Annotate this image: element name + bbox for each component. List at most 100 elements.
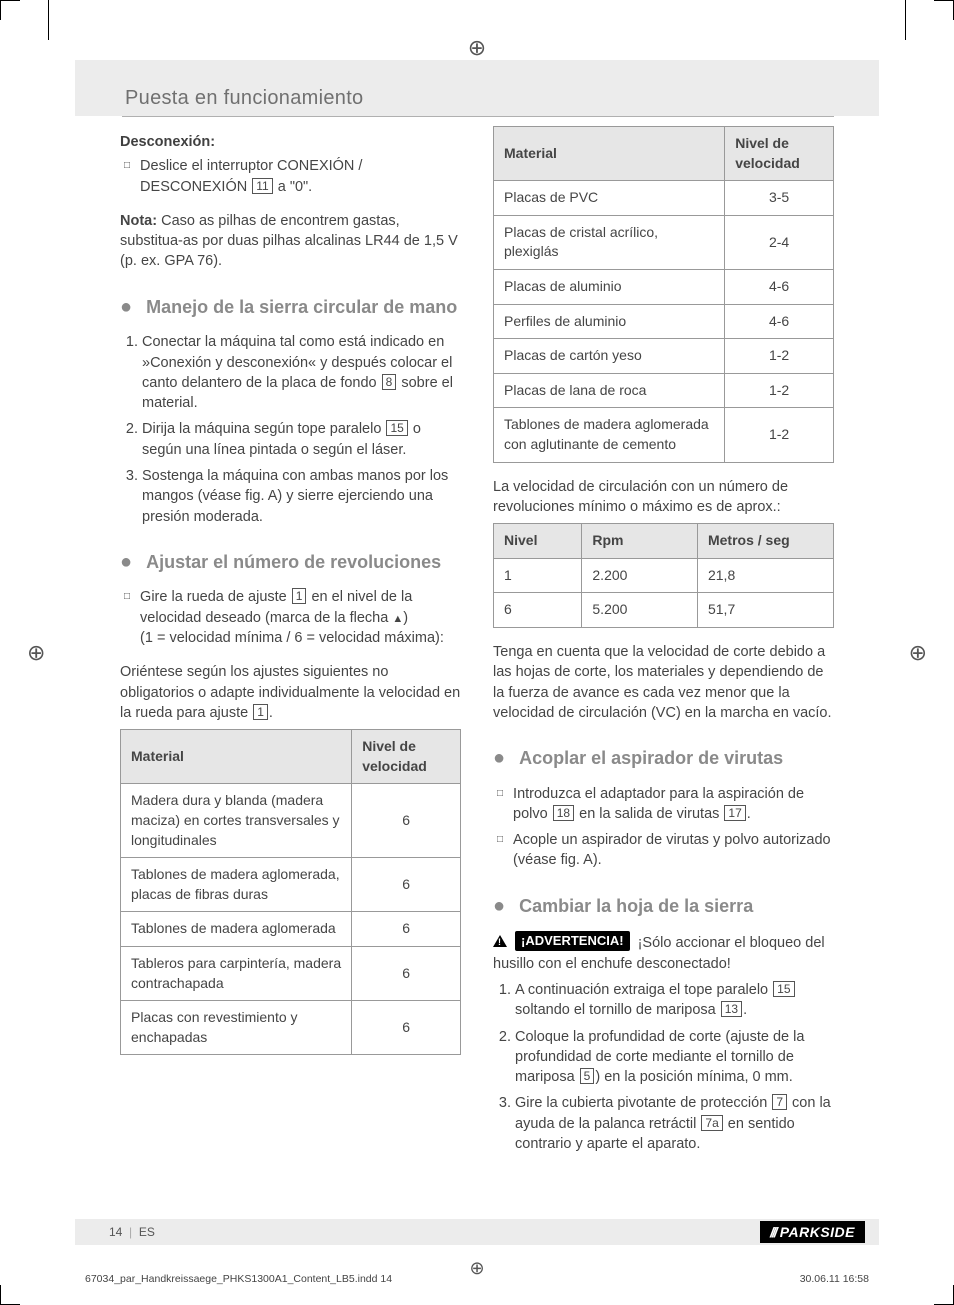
numbered-steps: A continuación extraiga el tope paralelo…: [493, 980, 834, 1154]
crop-mark: [934, 1285, 954, 1305]
left-column: Desconexión: □ Deslice el interruptor CO…: [120, 132, 461, 1215]
table-row: Tablones de madera aglomerada con agluti…: [494, 408, 834, 462]
table-cell: Placas de cristal acrílico, plexiglás: [494, 215, 725, 269]
table-row: Placas de aluminio4-6: [494, 269, 834, 304]
body-text: Introduzca el adaptador para la aspiraci…: [513, 784, 834, 825]
table-cell: Tablones de madera aglomerada: [121, 912, 352, 947]
table-header: Rpm: [582, 524, 698, 559]
body-text: Tenga en cuenta que la velocidad de cort…: [493, 642, 834, 723]
page-header: Puesta en funcionamiento: [75, 60, 879, 116]
section-heading: ● Cambiar la hoja de la sierra: [493, 895, 834, 918]
numbered-steps: Conectar la máquina tal como está indica…: [120, 332, 461, 527]
warning-label: ¡ADVERTENCIA!: [515, 931, 630, 951]
table-cell: 1-2: [725, 408, 834, 462]
page-content: Desconexión: □ Deslice el interruptor CO…: [120, 132, 834, 1215]
table-cell: Placas de PVC: [494, 181, 725, 216]
table-cell: 21,8: [697, 558, 833, 593]
rpm-speed-table: Nivel Rpm Metros / seg 12.20021,865.2005…: [493, 523, 834, 628]
table-header: Nivel: [494, 524, 582, 559]
table-row: Placas con revestimiento y enchapadas6: [121, 1001, 461, 1055]
table-header: Nivel de velocidad: [352, 730, 461, 784]
body-text: Oriéntese según los ajustes siguientes n…: [120, 662, 461, 723]
warning-badge: ¡ADVERTENCIA!: [493, 931, 634, 951]
table-header: Material: [121, 730, 352, 784]
step-item: Coloque la profundidad de corte (ajuste …: [515, 1027, 834, 1088]
step-item: Dirija la máquina según tope paralelo 15…: [142, 419, 461, 460]
ref-number: 15: [773, 981, 794, 997]
bullet-dot-icon: ●: [120, 296, 132, 318]
crop-mark: [905, 0, 906, 40]
page-number-block: 14 | ES: [109, 1225, 155, 1239]
ref-number: 18: [553, 805, 574, 821]
material-speed-table-2: Material Nivel de velocidad Placas de PV…: [493, 126, 834, 463]
table-row: Placas de lana de roca1-2: [494, 373, 834, 408]
material-speed-table: Material Nivel de velocidad Madera dura …: [120, 729, 461, 1055]
bullet-item: □ Gire la rueda de ajuste 1 en el nivel …: [120, 587, 461, 648]
ref-number: 1: [253, 704, 268, 720]
square-bullet-icon: □: [497, 784, 503, 825]
table-cell: Placas de cartón yeso: [494, 339, 725, 374]
ref-number: 15: [386, 420, 407, 436]
table-row: 12.20021,8: [494, 558, 834, 593]
table-cell: 2.200: [582, 558, 698, 593]
table-row: 65.20051,7: [494, 593, 834, 628]
bullet-item: □ Acople un aspirador de virutas y polvo…: [493, 830, 834, 871]
ref-number: 11: [252, 178, 272, 194]
bullet-dot-icon: ●: [120, 551, 132, 573]
table-row: Madera dura y blanda (madera maciza) en …: [121, 784, 461, 858]
section-heading: ● Acoplar el aspirador de virutas: [493, 747, 834, 770]
table-cell: 1: [494, 558, 582, 593]
step-item: Sostenga la máquina con ambas manos por …: [142, 466, 461, 527]
table-row: Perfiles de aluminio4-6: [494, 304, 834, 339]
table-row: Placas de cartón yeso1-2: [494, 339, 834, 374]
table-row: Placas de PVC3-5: [494, 181, 834, 216]
table-cell: 6: [494, 593, 582, 628]
ref-number: 1: [292, 588, 307, 604]
table-cell: Tablones de madera aglomerada con agluti…: [494, 408, 725, 462]
brand-logo: ///PARKSIDE: [760, 1221, 865, 1243]
table-header: Material: [494, 127, 725, 181]
slug-date: 30.06.11 16:58: [800, 1273, 869, 1285]
bullet-item: □ Introduzca el adaptador para la aspira…: [493, 784, 834, 825]
manual-page: ⊕ ⊕ ⊕ ⊕ Puesta en funcionamiento Descone…: [0, 0, 954, 1305]
bullet-dot-icon: ●: [493, 895, 505, 917]
table-cell: 1-2: [725, 339, 834, 374]
table-row: Placas de cristal acrílico, plexiglás2-4: [494, 215, 834, 269]
square-bullet-icon: □: [124, 156, 130, 197]
registration-mark-icon: ⊕: [468, 35, 486, 61]
table-cell: Tablones de madera aglomerada, placas de…: [121, 858, 352, 912]
table-cell: Madera dura y blanda (madera maciza) en …: [121, 784, 352, 858]
square-bullet-icon: □: [497, 830, 503, 871]
bullet-dot-icon: ●: [493, 747, 505, 769]
table-cell: 4-6: [725, 304, 834, 339]
ref-number: 13: [721, 1001, 742, 1017]
table-cell: 4-6: [725, 269, 834, 304]
square-bullet-icon: □: [124, 587, 130, 648]
triangle-up-icon: ▲: [392, 613, 403, 625]
table-header: Nivel de velocidad: [725, 127, 834, 181]
table-cell: Tableros para carpintería, madera contra…: [121, 946, 352, 1000]
ref-number: 5: [580, 1068, 595, 1084]
table-header: Metros / seg: [697, 524, 833, 559]
warning-text: ¡ADVERTENCIA! ¡Sólo accionar el bloqueo …: [493, 931, 834, 974]
table-cell: 6: [352, 912, 461, 947]
table-cell: 51,7: [697, 593, 833, 628]
ref-number: 17: [724, 805, 745, 821]
ref-number: 8: [382, 374, 397, 390]
table-row: Tablones de madera aglomerada, placas de…: [121, 858, 461, 912]
body-text: La velocidad de circulación con un númer…: [493, 477, 834, 518]
table-cell: 6: [352, 1001, 461, 1055]
note-text: Nota: Caso as pilhas de encontrem gastas…: [120, 211, 461, 272]
crop-mark: [934, 0, 954, 20]
page-title: Puesta en funcionamiento: [125, 87, 363, 110]
ref-number: 7a: [701, 1115, 722, 1131]
table-cell: 5.200: [582, 593, 698, 628]
table-cell: 6: [352, 784, 461, 858]
page-footer: 14 | ES ///PARKSIDE: [75, 1219, 879, 1245]
heading-desconexion: Desconexión:: [120, 132, 461, 152]
right-column: Material Nivel de velocidad Placas de PV…: [493, 132, 834, 1215]
registration-mark-icon: ⊕: [909, 640, 927, 666]
ref-number: 7: [772, 1094, 787, 1110]
header-rule: [122, 116, 834, 117]
body-text: Deslice el interruptor CONEXIÓN / DESCON…: [140, 156, 362, 197]
